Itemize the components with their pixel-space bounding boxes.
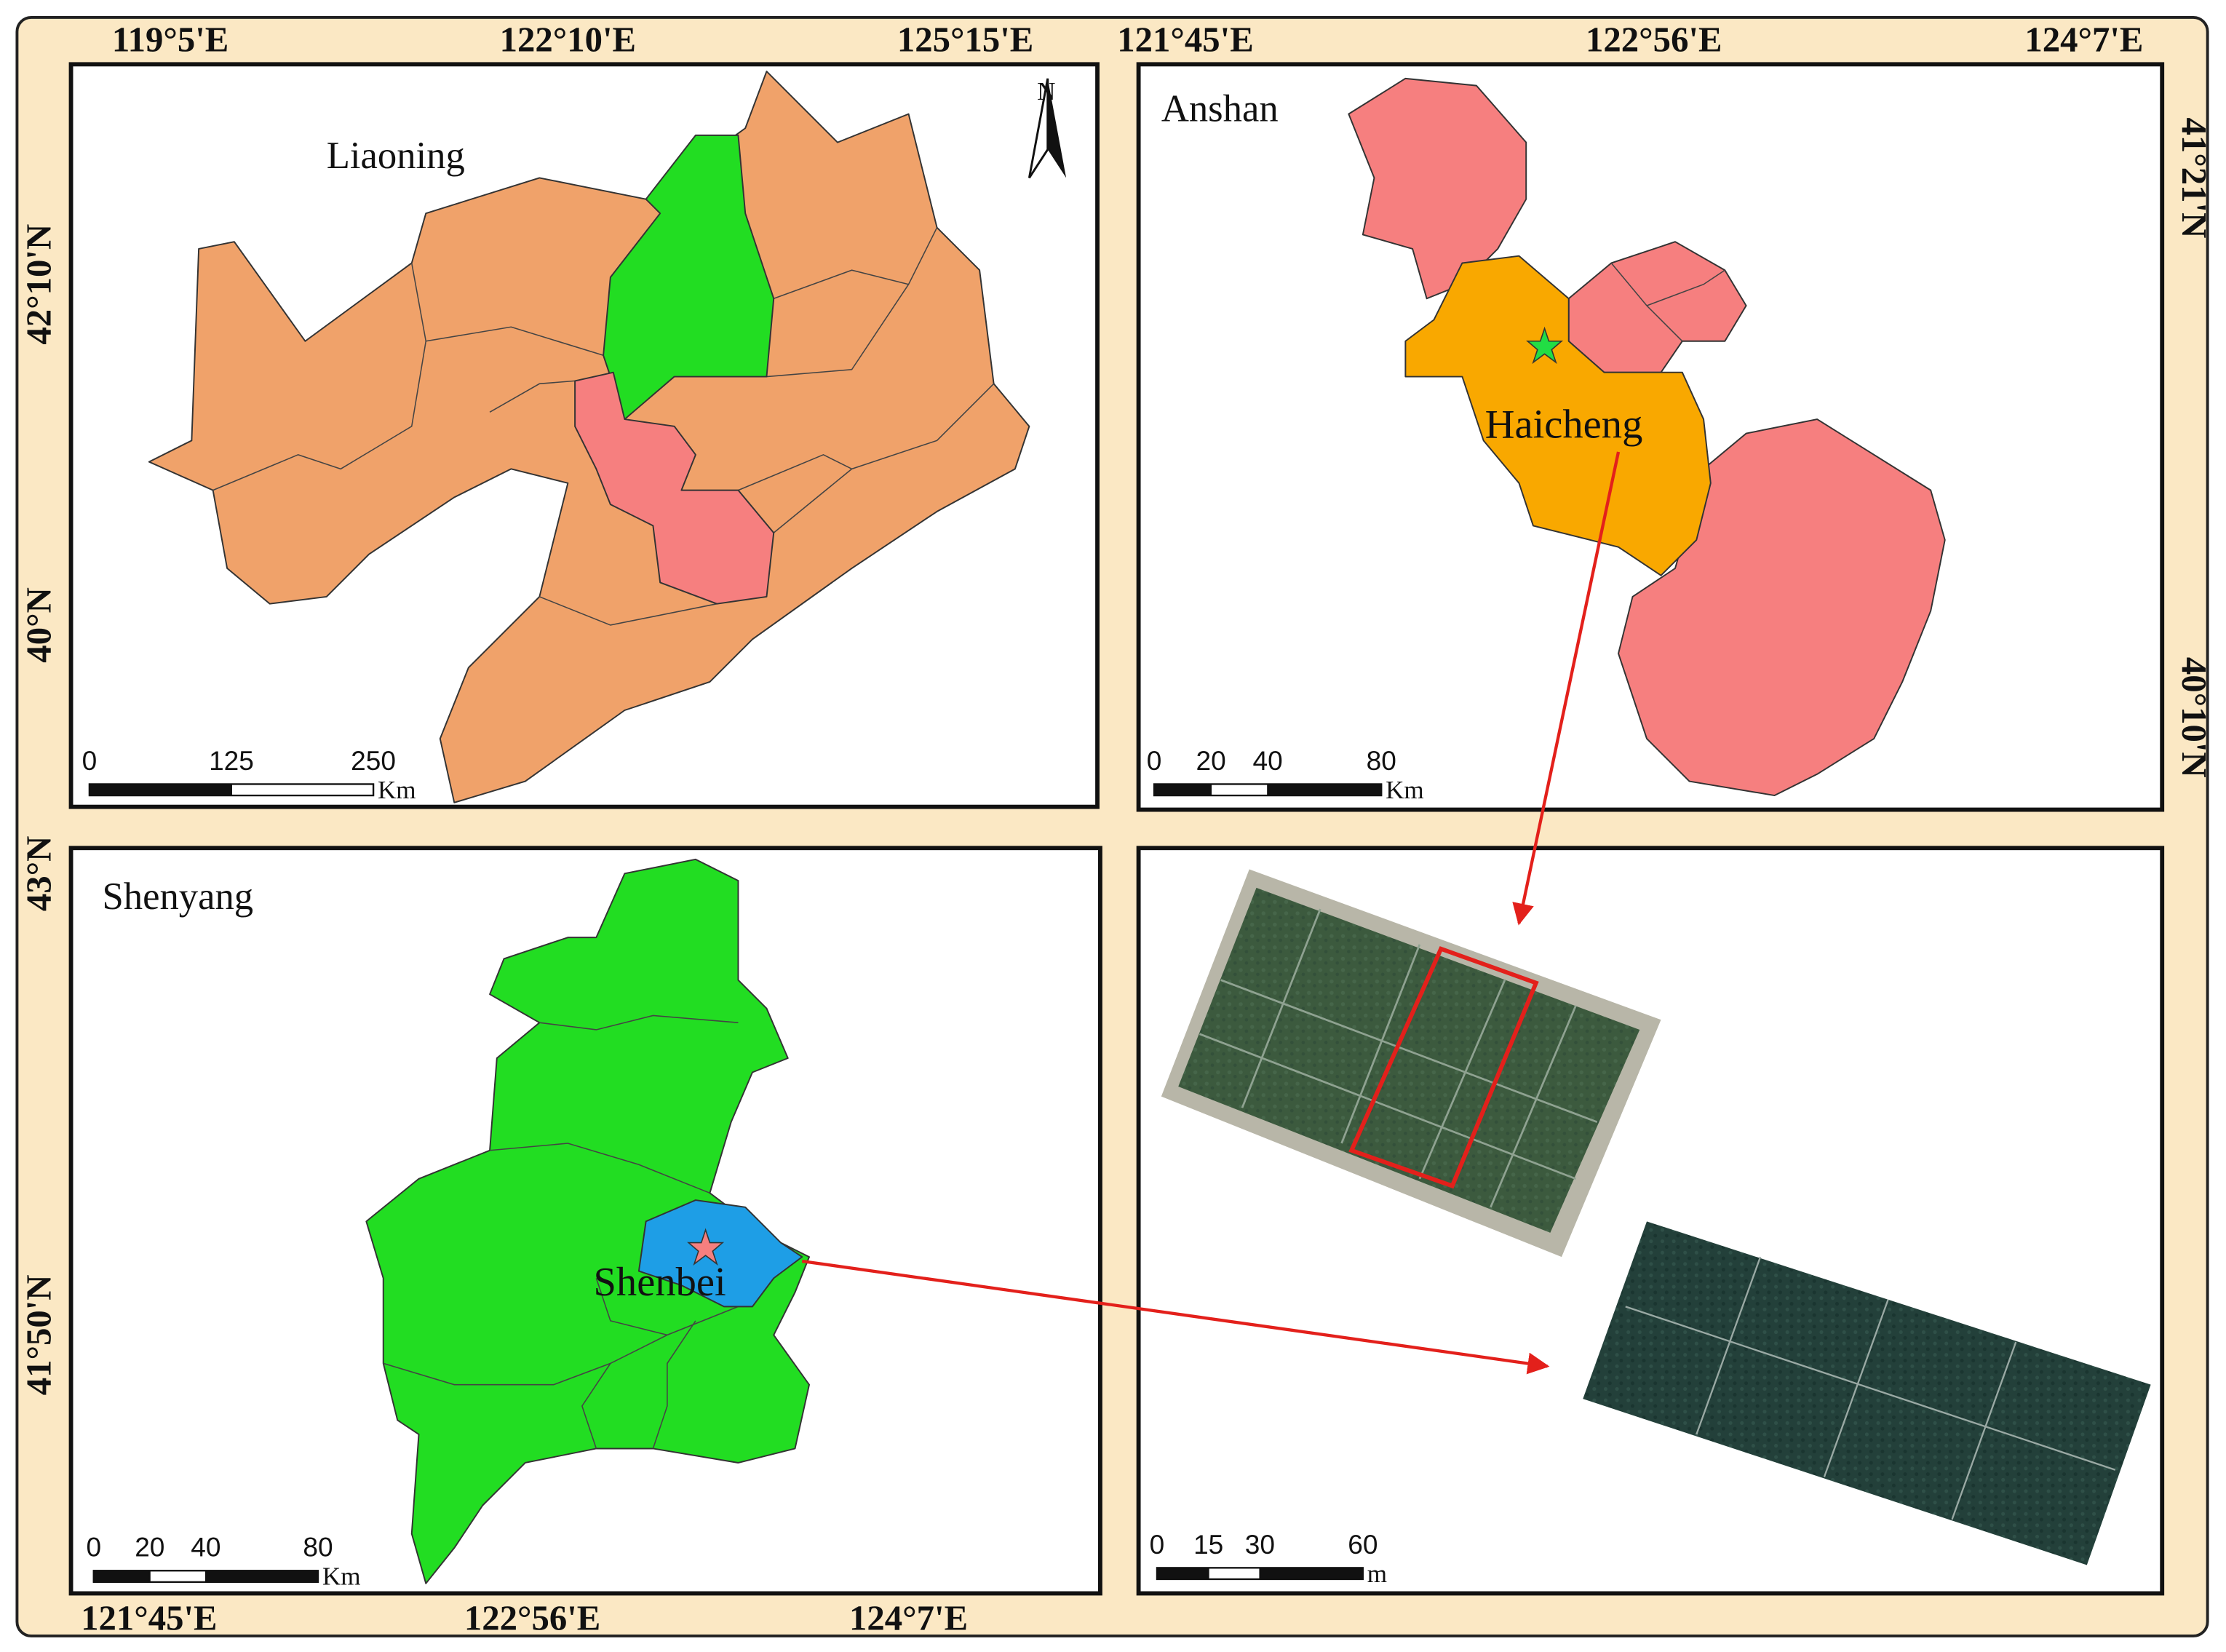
scale-bar-segment	[93, 1570, 150, 1582]
scale-bar-label: 0	[1150, 1529, 1165, 1560]
coordinate-label: 41°21'N	[2174, 118, 2214, 239]
scale-bar-unit: Km	[378, 776, 416, 804]
scale-bar-unit: Km	[322, 1562, 361, 1591]
haicheng	[1404, 255, 1712, 576]
boundary	[426, 326, 604, 357]
coordinate-label: 121°45'E	[81, 1599, 218, 1638]
coordinate-label: 43°N	[20, 836, 59, 911]
north-arrow	[1047, 78, 1067, 178]
field-grid	[1625, 1256, 2116, 1520]
boundary	[766, 227, 938, 378]
north-label: N	[1037, 77, 1055, 106]
anshan-region	[574, 371, 775, 605]
scale-bar-segment	[205, 1570, 318, 1582]
scale-bar-label: 40	[191, 1532, 220, 1562]
scale-bar-label: 20	[135, 1532, 164, 1562]
scale-bar-label: 80	[1367, 745, 1396, 776]
scale-bar-unit: Km	[1386, 776, 1424, 804]
anshan-map	[1348, 77, 1946, 797]
coordinate-label: 125°15'E	[897, 20, 1034, 59]
boundary	[581, 1362, 611, 1449]
coordinate-label: 40°10'N	[2174, 657, 2214, 778]
scale-bar-label: 125	[209, 745, 254, 776]
liaoning-map	[148, 71, 1067, 803]
place-label: Shenbei	[593, 1260, 726, 1305]
panel-title: Shenyang	[102, 875, 253, 918]
scale-bar-label: 250	[351, 745, 396, 776]
boundary	[652, 1320, 696, 1449]
boundary	[383, 1306, 739, 1386]
boundary	[212, 263, 427, 491]
scale-bar-label: 40	[1253, 745, 1283, 776]
scale-bar-unit: m	[1367, 1560, 1387, 1588]
city	[365, 858, 810, 1584]
coordinate-label: 124°7'E	[849, 1599, 968, 1638]
place-label: Haicheng	[1485, 402, 1643, 447]
scale-bar-label: 20	[1196, 745, 1226, 776]
coordinate-label: 41°50'N	[20, 1274, 59, 1395]
scale-bar-label: 15	[1193, 1529, 1223, 1560]
scale-bar-segment	[1156, 1568, 1209, 1579]
field-grid	[1199, 908, 1598, 1208]
scale-bar-label: 80	[303, 1532, 333, 1562]
scale-bar-segment	[1268, 784, 1382, 796]
shenbei	[637, 1199, 803, 1308]
site-star	[1526, 326, 1564, 365]
link-arrow	[801, 1259, 1550, 1375]
boundary	[595, 1278, 668, 1336]
coordinate-label: 42°10'N	[20, 224, 59, 345]
scale-bar-segment	[89, 784, 231, 796]
scale-bar-label: 60	[1348, 1529, 1378, 1560]
coordinate-label: 122°10'E	[500, 20, 637, 59]
scale-bar-segment	[1154, 784, 1212, 796]
field-image	[1178, 887, 1640, 1233]
shenyang-region	[603, 134, 775, 421]
coordinate-label: 124°7'E	[2024, 20, 2143, 59]
coordinate-label: 119°5'E	[112, 20, 228, 59]
coordinate-label: 40°N	[20, 587, 59, 662]
boundary	[773, 383, 995, 533]
shenyang-map	[365, 858, 810, 1584]
boundary	[738, 453, 852, 491]
scale-bar-label: 0	[86, 1532, 101, 1562]
aerial-image	[1161, 869, 2151, 1565]
panel-title: Liaoning	[327, 135, 465, 177]
link-arrow	[1512, 451, 1621, 926]
boundary	[773, 269, 909, 299]
boundary	[539, 1014, 739, 1030]
scale-bar-label: 30	[1245, 1529, 1275, 1560]
coordinate-label: 121°45'E	[1117, 20, 1254, 59]
scale-bar-segment	[1260, 1568, 1363, 1579]
field-image	[1583, 1221, 2151, 1565]
boundary	[539, 596, 718, 626]
boundary	[489, 380, 576, 413]
study-plot	[1348, 946, 1539, 1189]
boundary	[1646, 269, 1725, 306]
coordinate-label: 122°56'E	[464, 1599, 601, 1638]
scale-bar-label: 0	[82, 745, 98, 776]
panel-title: Anshan	[1161, 87, 1279, 130]
coordinate-label: 122°56'E	[1586, 20, 1722, 59]
site-star	[687, 1228, 725, 1266]
scale-bar-label: 0	[1147, 745, 1162, 776]
boundary	[489, 1143, 710, 1194]
